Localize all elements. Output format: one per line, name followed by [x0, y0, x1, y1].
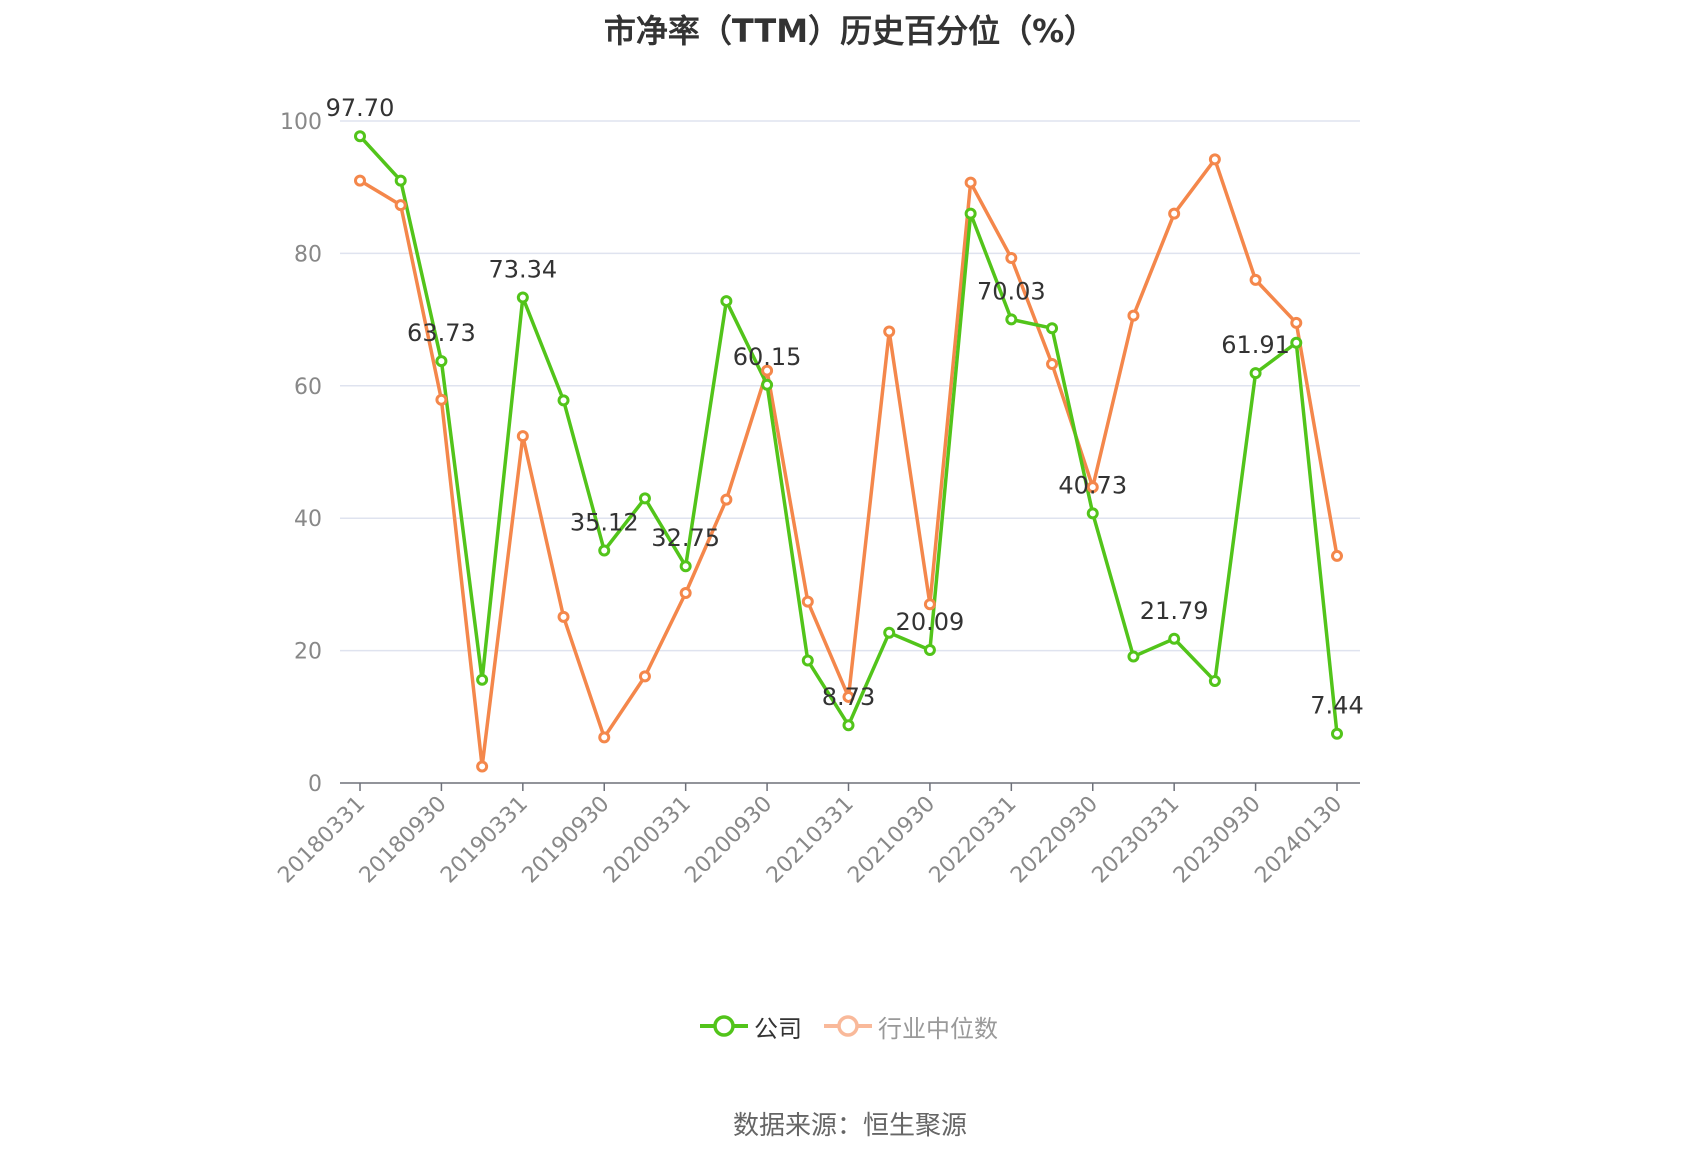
x-tick-label: 20200331 — [599, 792, 696, 889]
data-point-industry — [516, 430, 529, 443]
data-point-industry — [801, 595, 814, 608]
legend-swatch-company — [700, 1015, 748, 1037]
series-lines — [354, 130, 1343, 773]
x-tick-label: 20190331 — [436, 792, 533, 889]
data-point-company — [1208, 675, 1221, 688]
legend-item-company[interactable]: 公司 — [700, 1009, 802, 1044]
series-line-company — [358, 135, 1339, 734]
data-point-company — [476, 673, 489, 686]
x-tick-label: 20180331 — [273, 792, 370, 889]
data-point-industry — [679, 587, 692, 600]
x-tick-label: 20230331 — [1088, 792, 1185, 889]
data-point-industry — [1046, 357, 1059, 370]
data-label: 70.03 — [977, 277, 1046, 305]
data-point-company — [1127, 650, 1140, 663]
data-point-industry — [354, 174, 366, 187]
legend: 公司 行业中位数 — [700, 1008, 1020, 1044]
data-label: 40.73 — [1058, 471, 1127, 499]
data-point-industry — [557, 610, 570, 623]
x-tick-label: 20190930 — [518, 792, 615, 889]
y-tick-label: 0 — [308, 772, 322, 797]
data-point-company — [842, 719, 855, 732]
data-point-industry — [1208, 153, 1221, 166]
data-point-industry — [598, 731, 611, 744]
legend-label-industry: 行业中位数 — [878, 1014, 998, 1043]
legend-swatch-industry — [824, 1015, 872, 1037]
data-point-industry — [638, 670, 651, 683]
x-tick-label: 20210930 — [843, 792, 940, 889]
data-point-industry — [1086, 481, 1099, 494]
data-point-company — [598, 544, 611, 557]
data-point-industry — [1127, 309, 1140, 322]
data-label: 8.73 — [822, 683, 875, 711]
x-tick-label: 20230930 — [1169, 792, 1266, 889]
data-point-company — [516, 291, 529, 304]
data-point-industry — [761, 364, 774, 377]
x-tick-label: 20240130 — [1250, 792, 1347, 889]
data-point-company — [1290, 336, 1303, 349]
data-point-company — [923, 644, 936, 657]
data-point-company — [638, 492, 651, 505]
data-label: 97.70 — [326, 94, 395, 122]
legend-label-company: 公司 — [754, 1014, 802, 1043]
data-point-industry — [1290, 316, 1303, 329]
data-point-company — [964, 207, 977, 220]
x-tick-label: 20220930 — [1006, 792, 1103, 889]
data-label: 61.91 — [1221, 331, 1290, 359]
data-point-company — [354, 130, 366, 143]
data-point-industry — [720, 493, 733, 506]
data-point-industry — [1249, 273, 1262, 286]
data-point-company — [1168, 632, 1181, 645]
data-label: 63.73 — [407, 319, 476, 347]
data-point-industry — [1168, 207, 1181, 220]
data-point-company — [761, 378, 774, 391]
y-tick-label: 80 — [294, 242, 322, 267]
data-point-industry — [842, 690, 855, 703]
y-tick-label: 60 — [294, 375, 322, 400]
chart-title: 市净率（TTM）历史百分位（%） — [603, 12, 1097, 50]
data-label: 35.12 — [570, 509, 639, 537]
data-labels: 97.70 63.73 73.34 35.12 32.75 60.15 8.73 20.09 7… — [326, 94, 1364, 720]
legend-item-industry[interactable]: 行业中位数 — [824, 1009, 998, 1044]
data-point-company — [435, 355, 448, 368]
y-tick-label: 40 — [294, 507, 322, 532]
data-label: 21.79 — [1140, 597, 1209, 625]
data-point-company — [557, 394, 570, 407]
data-point-industry — [883, 325, 896, 338]
data-point-company — [1249, 367, 1262, 380]
data-point-company — [394, 174, 407, 187]
data-point-company — [1086, 507, 1099, 520]
axes: 0 20 40 60 80 100 2018033120180930201903312019… — [273, 110, 1360, 888]
data-point-industry — [923, 598, 936, 611]
data-point-industry — [394, 199, 407, 212]
grid-lines — [340, 120, 1360, 652]
data-point-company — [720, 295, 733, 308]
y-tick-label: 20 — [294, 640, 322, 665]
data-point-industry — [964, 176, 977, 189]
x-tick-label: 20180930 — [355, 792, 452, 889]
source-note: 数据来源：恒生聚源 — [732, 1111, 967, 1141]
x-tick-label: 20220331 — [925, 792, 1022, 889]
data-label: 32.75 — [651, 524, 720, 552]
data-point-industry — [435, 393, 448, 406]
data-label: 60.15 — [733, 343, 802, 371]
data-point-company — [801, 654, 814, 667]
data-label: 7.44 — [1310, 692, 1363, 720]
data-point-company — [679, 560, 692, 573]
data-point-company — [1046, 322, 1059, 335]
data-point-industry — [476, 760, 489, 773]
y-tick-label: 100 — [280, 110, 322, 135]
x-tick-label: 20200930 — [680, 792, 777, 889]
data-label: 20.09 — [896, 608, 965, 636]
data-label: 73.34 — [488, 255, 557, 283]
data-point-industry — [1331, 549, 1343, 562]
data-point-company — [1331, 727, 1343, 740]
data-point-company — [883, 626, 896, 639]
x-tick-label: 20210331 — [762, 792, 859, 889]
data-point-industry — [1005, 252, 1018, 265]
data-point-company — [1005, 313, 1018, 326]
